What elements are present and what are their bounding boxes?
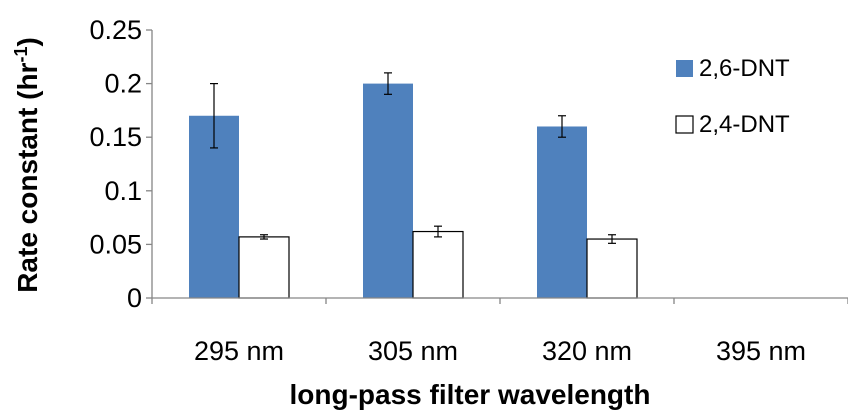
y-tick-label: 0.05 xyxy=(89,229,142,259)
bar xyxy=(412,230,464,299)
x-axis-ticks: 295 nm 305 nm 320 nm 395 nm xyxy=(151,298,848,366)
bar xyxy=(363,83,413,298)
y-axis-title-sup: -1 xyxy=(11,47,31,63)
bar xyxy=(238,236,290,299)
x-tick-label: 305 nm xyxy=(368,336,458,366)
bar xyxy=(586,238,638,299)
y-axis-title-main: Rate constant (hr xyxy=(12,62,43,292)
legend: 2,6-DNT 2,4-DNT xyxy=(675,55,790,138)
y-axis-title: Rate constant (hr-1) xyxy=(11,37,43,293)
y-tick-label: 0.25 xyxy=(89,15,142,45)
x-tick-label: 395 nm xyxy=(716,336,806,366)
x-axis-title: long-pass filter wavelength xyxy=(290,379,651,410)
legend-swatch xyxy=(675,115,694,134)
error-bars xyxy=(210,72,616,244)
y-tick-label: 0 xyxy=(127,283,142,313)
y-axis-title-close: ) xyxy=(12,37,43,46)
y-tick-label: 0.1 xyxy=(104,176,142,206)
bar xyxy=(537,126,587,298)
bars xyxy=(189,83,638,299)
legend-swatch xyxy=(676,60,693,77)
y-tick-label: 0.15 xyxy=(89,122,142,152)
y-axis-ticks: 0 0.05 0.1 0.15 0.2 0.25 xyxy=(89,15,152,313)
y-tick-label: 0.2 xyxy=(104,69,142,99)
legend-label: 2,6-DNT xyxy=(699,55,790,82)
legend-label: 2,4-DNT xyxy=(699,111,790,138)
x-tick-label: 320 nm xyxy=(542,336,632,366)
x-tick-label: 295 nm xyxy=(194,336,284,366)
